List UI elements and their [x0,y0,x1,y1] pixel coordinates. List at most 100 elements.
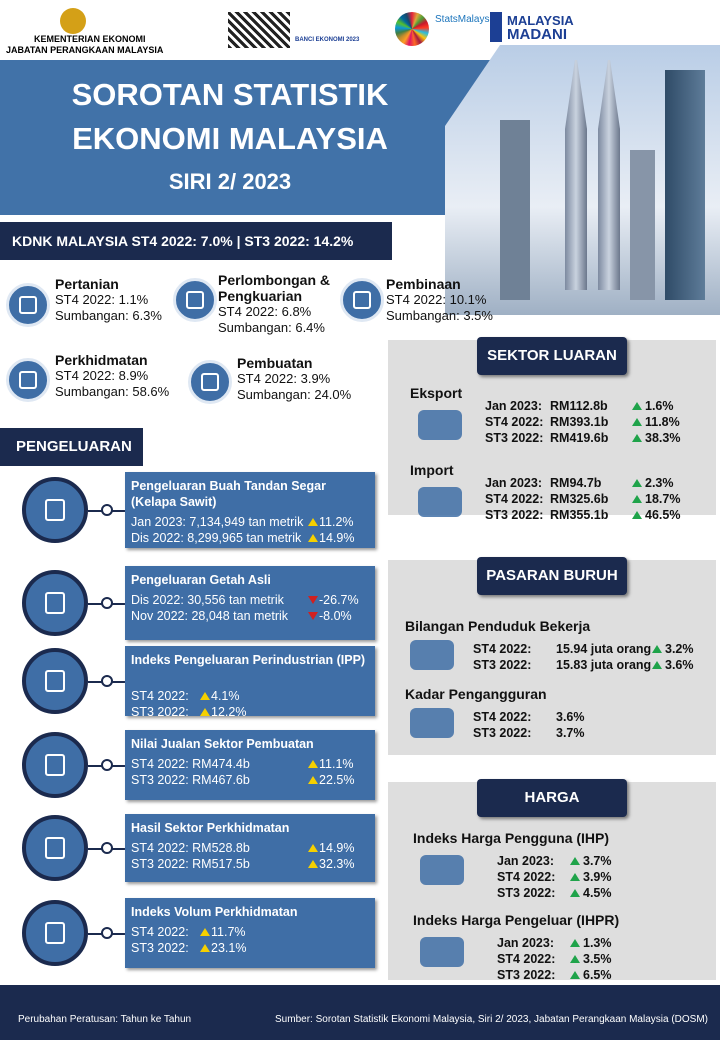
group-icon [418,487,462,517]
sector-icon [340,278,384,322]
item-box [125,472,375,548]
row-value: RM355.1b [550,508,609,522]
sector-line: ST4 2022: 1.1% [55,292,149,307]
row-period: ST4 2022: [497,870,556,884]
sector-line: ST4 2022: 10.1% [386,292,487,307]
arrow [652,645,662,653]
group-name: Eksport [410,385,463,401]
row-change: 18.7% [645,492,681,506]
sector-name: Perkhidmatan [55,352,148,368]
row-period: ST3 2022: [473,726,532,740]
item-change: -8.0% [319,609,352,623]
row-period: ST3 2022: [473,658,532,672]
item-change: 14.9% [319,531,355,545]
building [665,70,705,300]
item-row: ST3 2022: RM467.6b [131,773,250,787]
row-period: Jan 2023: [485,399,542,413]
panel-title-box [477,337,627,375]
footer-source: Sumber: Sorotan Statistik Ekonomi Malays… [275,1014,708,1025]
group-name: Indeks Harga Pengeluar (IHPR) [413,912,620,928]
arrow [570,955,580,963]
item-row: ST3 2022: [131,705,189,719]
row-period: ST4 2022: [497,952,556,966]
connector-dot [101,504,113,516]
row-change: 1.3% [583,936,612,950]
arrow [632,418,642,426]
tower [598,60,620,290]
item-row: Dis 2022: 30,556 tan metrik [131,593,284,607]
sector-line: Sumbangan: 6.3% [55,308,162,323]
group-name: Kadar Pengangguran [405,686,547,702]
arrow [308,518,318,526]
row-change: 4.5% [583,886,612,900]
group-name: Bilangan Penduduk Bekerja [405,618,591,634]
sector-name: Pembuatan [237,355,313,371]
item-title: Nilai Jualan Sektor Pembuatan [131,737,314,751]
row-period: ST4 2022: [485,492,544,506]
row-change: 3.6% [665,658,694,672]
row-period: ST3 2022: [485,508,544,522]
item-circle [22,570,88,636]
sector-line: ST4 2022: 6.8% [218,304,312,319]
row-value: 15.83 juta orang [556,658,652,672]
sector-line: ST4 2022: 8.9% [55,368,149,383]
kdnk-bar [0,222,392,260]
item-box [125,646,375,716]
sector-line: Sumbangan: 3.5% [386,308,493,323]
building [630,150,655,300]
arrow [632,402,642,410]
row-change: 3.2% [665,642,694,656]
group-icon [420,855,464,885]
sector-icon [173,278,217,322]
item-box [125,730,375,800]
row-change: 6.5% [583,968,612,982]
item-icon [45,499,65,521]
arrow [200,708,210,716]
sector-icon-glyph [201,373,219,391]
row-period: Jan 2023: [485,476,542,490]
section-label [0,428,143,466]
item-title: Pengeluaran Buah Tandan Segar (Kelapa Sa… [131,479,326,509]
item-circle [22,900,88,966]
connector-dot [101,927,113,939]
stats-logo: StatsMalaysia [435,14,498,25]
item-box [125,566,375,640]
panel-title-box [477,779,627,817]
row-change: 11.8% [645,415,680,429]
arrow [308,844,318,852]
connector-dot [101,842,113,854]
panel-title: HARGA [524,789,580,806]
item-title: Indeks Volum Perkhidmatan [131,905,298,919]
item-row: ST3 2022: [131,941,189,955]
group-name: Import [410,462,454,478]
footer-note: Perubahan Peratusan: Tahun ke Tahun [18,1014,192,1025]
item-row: ST4 2022: RM528.8b [131,841,250,855]
item-change: 4.1% [211,689,240,703]
title-line-1: SOROTAN STATISTIK [71,77,389,112]
item-icon [45,592,65,614]
row-period: ST3 2022: [485,431,544,445]
panel-title: SEKTOR LUARAN [487,347,617,364]
section-title: PENGELUARAN [16,438,132,455]
madani-2: MADANI [507,26,567,43]
row-change: 3.9% [583,870,612,884]
item-row: ST4 2022: [131,689,189,703]
qr-codes [228,12,290,48]
connector-dot [101,759,113,771]
item-icon [45,754,65,776]
sector-icon-glyph [19,296,37,314]
panel-title-box [477,557,627,595]
row-period: ST3 2022: [497,886,556,900]
arrow [308,596,318,604]
arrow [570,939,580,947]
sector-icon [6,358,50,402]
row-period: ST4 2022: [473,642,532,656]
building [500,120,530,300]
item-title: Hasil Sektor Perkhidmatan [131,821,290,835]
arrow [570,857,580,865]
item-change: 12.2% [211,705,247,719]
footer-bar [0,985,720,1040]
item-box [125,898,375,968]
title-line-2: EKONOMI MALAYSIA [72,121,388,156]
